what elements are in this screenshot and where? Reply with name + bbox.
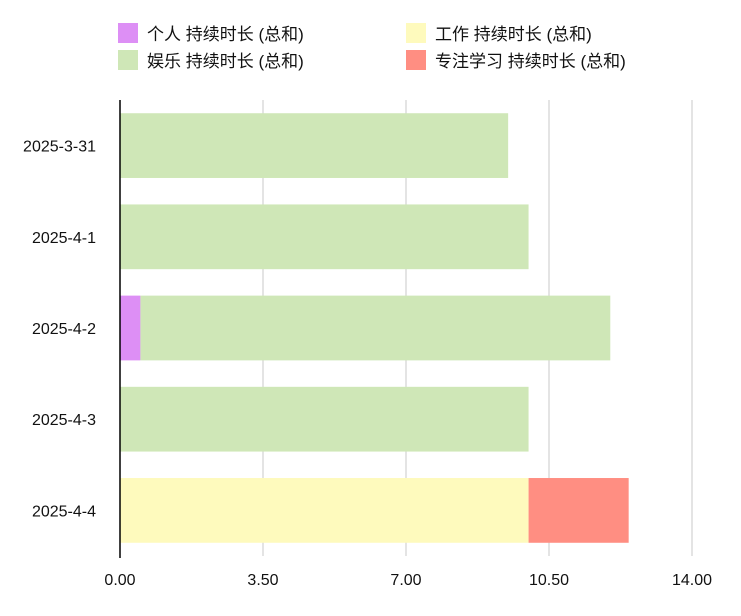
bar-segment [120, 295, 141, 361]
legend-label: 专注学习 持续时长 (总和) [435, 52, 626, 71]
legend-label: 娱乐 持续时长 (总和) [147, 52, 304, 71]
legend-swatch [118, 49, 138, 70]
bar-segment [120, 113, 509, 178]
x-tick-label: 3.50 [247, 572, 278, 589]
x-tick-label: 10.50 [529, 572, 569, 589]
x-tick-label: 14.00 [672, 572, 712, 589]
bar-segment [528, 478, 629, 543]
legend-swatch [118, 22, 138, 43]
legend-item: 娱乐 持续时长 (总和) [118, 47, 304, 72]
y-category-label: 2025-4-3 [32, 412, 96, 429]
y-category-label: 2025-3-31 [23, 139, 96, 156]
legend-label: 工作 持续时长 (总和) [435, 25, 592, 44]
bar-segment [140, 295, 611, 361]
legend-item: 个人 持续时长 (总和) [118, 20, 304, 45]
bar-segment [120, 478, 529, 543]
legend-swatch [406, 49, 426, 70]
bar-segment [120, 204, 529, 270]
y-category-label: 2025-4-4 [32, 503, 96, 520]
bar-segment [120, 386, 529, 452]
x-tick-label: 7.00 [390, 572, 421, 589]
legend-label: 个人 持续时长 (总和) [147, 25, 304, 44]
x-tick-label: 0.00 [104, 572, 135, 589]
y-category-label: 2025-4-1 [32, 230, 96, 247]
legend-item: 工作 持续时长 (总和) [406, 20, 592, 45]
y-category-label: 2025-4-2 [32, 321, 96, 338]
legend-item: 专注学习 持续时长 (总和) [406, 47, 626, 72]
legend-swatch [406, 22, 426, 43]
